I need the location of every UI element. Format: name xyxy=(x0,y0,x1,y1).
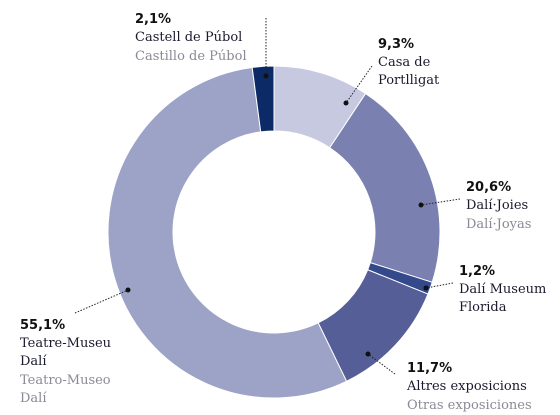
leader-dot xyxy=(365,351,371,357)
category-label-es: Otras exposiciones xyxy=(407,398,532,413)
leader-line xyxy=(367,353,396,375)
leader-dot xyxy=(343,100,349,106)
value-label: 1,2% xyxy=(459,264,496,279)
category-label: Dalí Museum Florida xyxy=(459,282,547,315)
value-label: 11,7% xyxy=(407,361,453,376)
leader-dot xyxy=(423,285,429,291)
category-label-es: Castillo de Púbol xyxy=(135,49,247,64)
category-label: Altres exposicions xyxy=(407,379,527,394)
category-label: Casa de Portlligat xyxy=(378,55,440,88)
leader-line xyxy=(74,289,129,314)
value-label: 9,3% xyxy=(378,37,415,52)
category-label-es: Teatro-Museo Dalí xyxy=(20,373,111,406)
leader-line xyxy=(420,198,461,206)
leader-dot xyxy=(418,202,424,208)
donut-segment xyxy=(107,66,348,399)
category-label-es: Dalí·Joyas xyxy=(466,217,532,232)
value-label: 2,1% xyxy=(135,12,172,27)
category-label: Castell de Púbol xyxy=(135,30,243,45)
donut-segment xyxy=(329,92,441,283)
category-label: Teatre-Museu Dalí xyxy=(20,336,112,369)
value-label: 20,6% xyxy=(466,180,512,195)
leader-dot xyxy=(125,287,131,293)
donut-segment xyxy=(251,65,275,133)
value-label: 55,1% xyxy=(20,318,66,333)
leader-dot xyxy=(263,73,269,79)
category-label: Dalí·Joies xyxy=(466,198,529,213)
